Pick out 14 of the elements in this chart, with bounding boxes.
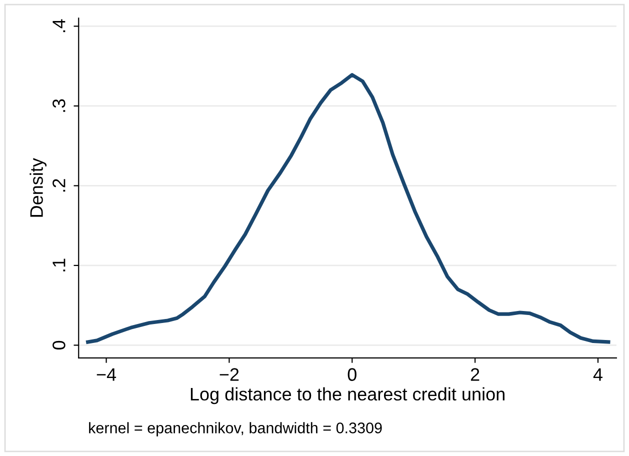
y-tick-label: .3 [52,99,66,112]
x-axis-title: Log distance to the nearest credit union [190,387,504,404]
y-tick-label: .2 [52,179,66,192]
x-tick-label: 2 [470,368,480,381]
y-axis-title: Density [30,158,47,217]
x-tick-label: −4 [96,368,116,381]
text: kernel = epanechnikov, bandwidth = 0.3309 [89,422,382,436]
x-tick-label: −2 [220,368,239,381]
y-tick-label: .4 [52,19,66,32]
x-tick-label: 4 [593,368,602,381]
line-series [86,73,610,344]
y-tick-label: 0 [52,340,66,350]
x-tick-label: 0 [348,368,356,381]
y-tick-label: .1 [52,258,66,272]
